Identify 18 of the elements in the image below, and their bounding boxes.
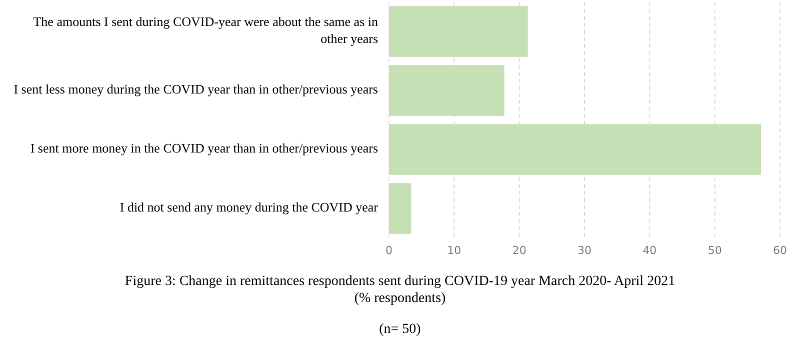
text: (n= 50) — [379, 322, 422, 337]
x-tick-label: 20 — [512, 244, 526, 257]
bar — [389, 65, 504, 116]
x-tick-label: 50 — [708, 244, 722, 257]
bar — [389, 124, 762, 175]
y-tick-label: The amounts I sent during COVID-year were about the same as in other years — [33, 14, 378, 46]
x-tick-label: 60 — [773, 244, 787, 257]
text: Figure 3: Change in remittances respondents sent during COVID-19 year March 2020- April 2021 — [124, 274, 676, 289]
y-tick-label: I sent more money in the COVID year than in other/previous years — [30, 140, 378, 156]
x-tick-label: 10 — [447, 244, 462, 257]
bar — [389, 6, 528, 57]
x-tick-label: 30 — [578, 244, 592, 257]
x-tick-label: 40 — [642, 244, 657, 257]
bar — [389, 183, 412, 234]
y-tick-label: I did not send any money during the COVID year — [120, 199, 379, 214]
y-tick-label: I sent less money during the COVID year than in other/previous years — [14, 81, 378, 96]
text: (% respondents) — [354, 291, 446, 306]
x-tick-label: 0 — [386, 244, 392, 257]
